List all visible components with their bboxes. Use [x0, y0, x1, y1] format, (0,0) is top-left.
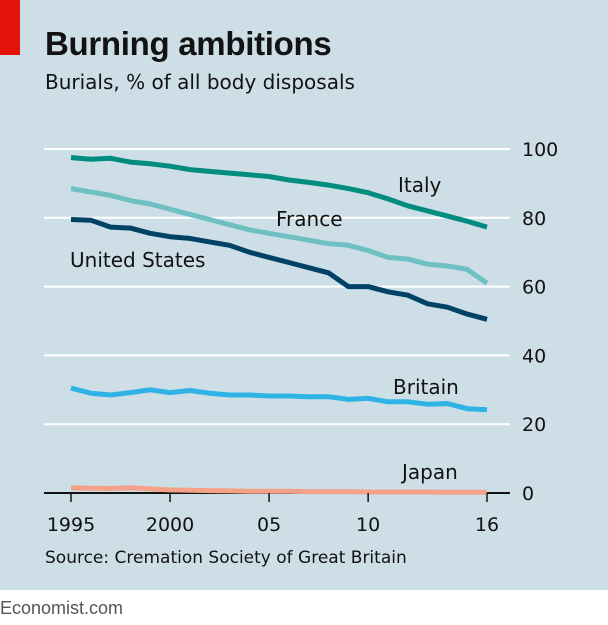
line-chart: 0 20 40 60 80 100 1995 2000 05 10 16 Italy France U… [44, 139, 558, 536]
series-label-france: France [276, 207, 343, 231]
y-tick-label-100: 100 [522, 139, 558, 161]
x-tick-label-2016: 16 [475, 514, 499, 536]
series-labels: Italy France United States Britain Japan [70, 173, 459, 484]
gridlines [44, 148, 510, 494]
series-lines [70, 155, 489, 495]
y-tick-label-80: 80 [522, 208, 546, 230]
x-tick-label-1995: 1995 [47, 514, 95, 536]
x-tick-label-2010: 10 [356, 514, 380, 536]
x-axis-ticks: 1995 2000 05 10 16 [47, 493, 499, 536]
series-line-italy [70, 155, 488, 230]
y-axis-ticks: 0 20 40 60 80 100 [522, 139, 558, 505]
source-note: Source: Cremation Society of Great Brita… [45, 548, 407, 568]
chart-title: Burning ambitions [45, 25, 332, 62]
series-line-united-states [70, 217, 488, 322]
y-tick-label-20: 20 [522, 414, 546, 436]
y-tick-label-40: 40 [522, 345, 546, 367]
series-label-united-states: United States [70, 248, 205, 272]
chart-subtitle: Burials, % of all body disposals [45, 70, 355, 94]
series-line-france [70, 186, 489, 286]
y-tick-label-60: 60 [522, 277, 546, 299]
x-tick-label-2005: 05 [257, 514, 281, 536]
y-tick-label-0: 0 [522, 483, 534, 505]
series-label-britain: Britain [393, 375, 459, 399]
brand-red-tag [0, 0, 20, 55]
series-line-japan [70, 485, 487, 495]
x-tick-label-2000: 2000 [146, 514, 194, 536]
series-line-britain [70, 385, 488, 413]
economist-brand: Economist.com [0, 598, 124, 618]
series-label-japan: Japan [400, 460, 458, 484]
series-label-italy: Italy [398, 173, 442, 197]
